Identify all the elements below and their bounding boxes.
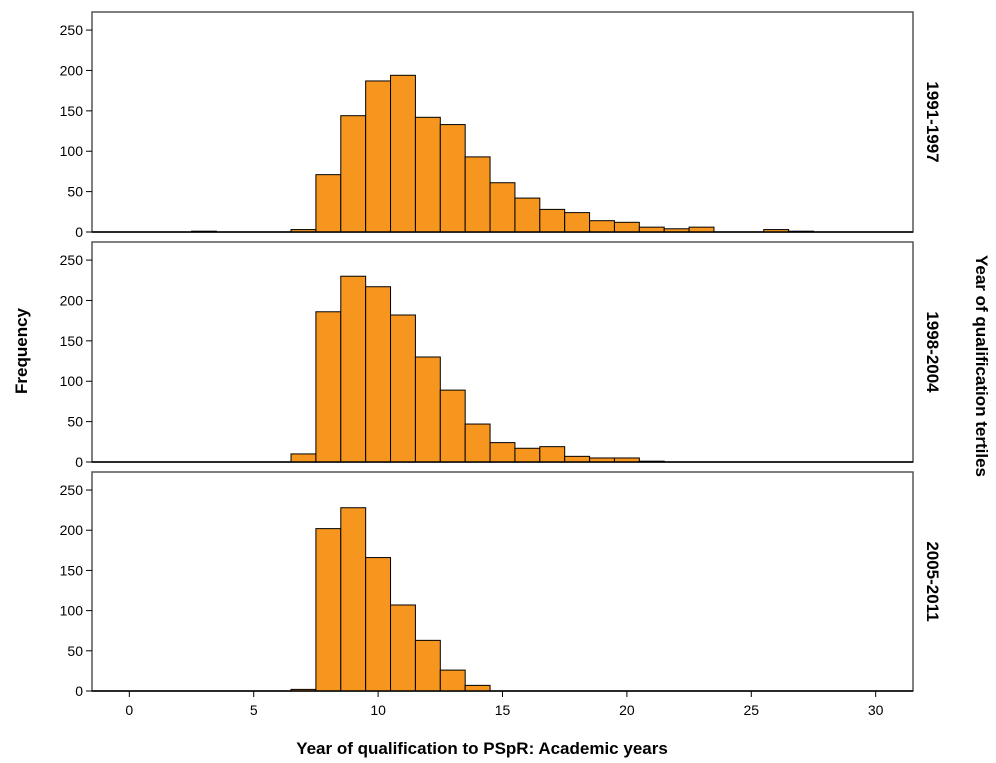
histogram-bar [439, 669, 466, 692]
histogram-bar [315, 528, 342, 692]
y-tick-label: 200 [60, 522, 84, 538]
y-tick-label: 150 [60, 562, 84, 578]
facet-axis-title: Year of qualification tertiles [972, 255, 991, 477]
histogram-bar [365, 557, 392, 692]
facet-panels: 0 50 100 150 200 250 1991-1997 0 50 100 150 200 250 1… [60, 11, 942, 699]
x-tick-label: 20 [619, 702, 635, 718]
x-tick-label: 15 [495, 702, 511, 718]
y-tick-label: 0 [75, 224, 83, 240]
facet-strip-label: 1991-1997 [923, 81, 942, 162]
histogram-bar [340, 275, 367, 463]
histogram-bar [564, 212, 591, 233]
facet-panel: 0 50 100 150 200 250 2005-2011 [60, 471, 942, 699]
histogram-bar [414, 356, 441, 463]
y-tick-label: 250 [60, 482, 84, 498]
histogram-bar [464, 156, 491, 233]
histogram-bar [315, 311, 342, 463]
histogram-bar [514, 197, 541, 233]
panel-frame [91, 241, 914, 463]
x-tick-label: 10 [370, 702, 386, 718]
histogram-bar [613, 221, 640, 233]
x-axis: 0 5 10 15 20 25 30 [125, 691, 884, 718]
histogram-bar [489, 442, 516, 463]
histogram-bar [464, 423, 491, 463]
histogram-bar [365, 80, 392, 233]
x-tick-label: 0 [125, 702, 133, 718]
histogram-bar [539, 446, 566, 463]
facet-panel: 0 50 100 150 200 250 1991-1997 [60, 11, 942, 240]
facet-strip-label: 1998-2004 [923, 311, 942, 393]
histogram-bar [290, 453, 317, 463]
y-tick-label: 100 [60, 143, 84, 159]
panel-frame [91, 471, 914, 692]
y-tick-label: 250 [60, 22, 84, 38]
histogram-bar [489, 182, 516, 233]
y-tick-label: 50 [67, 184, 83, 200]
histogram-bar [439, 124, 466, 233]
x-tick-label: 5 [250, 702, 258, 718]
histogram-bar [539, 208, 566, 233]
histogram-bar [390, 314, 416, 463]
histogram-bar [414, 116, 441, 233]
facet-panel: 0 50 100 150 200 250 1998-2004 [60, 241, 942, 470]
facet-strip-label: 2005-2011 [923, 541, 942, 621]
histogram-bar [589, 220, 615, 233]
histogram-bar [365, 286, 392, 463]
histogram-bar [315, 174, 342, 233]
x-tick-label: 25 [743, 702, 759, 718]
histogram-bar [514, 447, 541, 463]
y-tick-label: 100 [60, 373, 84, 389]
y-tick-label: 250 [60, 252, 84, 268]
histogram-bar [390, 74, 416, 233]
y-tick-label: 50 [67, 414, 83, 430]
histogram-bar [414, 639, 441, 692]
histogram-bar [464, 684, 491, 692]
y-tick-label: 200 [60, 292, 84, 308]
histogram-bar [439, 389, 466, 463]
y-tick-label: 150 [60, 103, 84, 119]
y-tick-label: 100 [60, 603, 84, 619]
histogram-bar [564, 455, 591, 463]
histogram-bar [340, 507, 367, 692]
y-tick-label: 50 [67, 643, 83, 659]
y-tick-label: 200 [60, 62, 84, 78]
histogram-bar [390, 604, 416, 692]
y-axis-title: Frequency [12, 307, 31, 394]
y-tick-label: 0 [75, 683, 83, 699]
x-tick-label: 30 [868, 702, 884, 718]
y-tick-label: 150 [60, 333, 84, 349]
x-axis-title: Year of qualification to PSpR: Academic … [296, 739, 668, 758]
histogram-bar [340, 115, 367, 233]
y-tick-label: 0 [75, 454, 83, 470]
